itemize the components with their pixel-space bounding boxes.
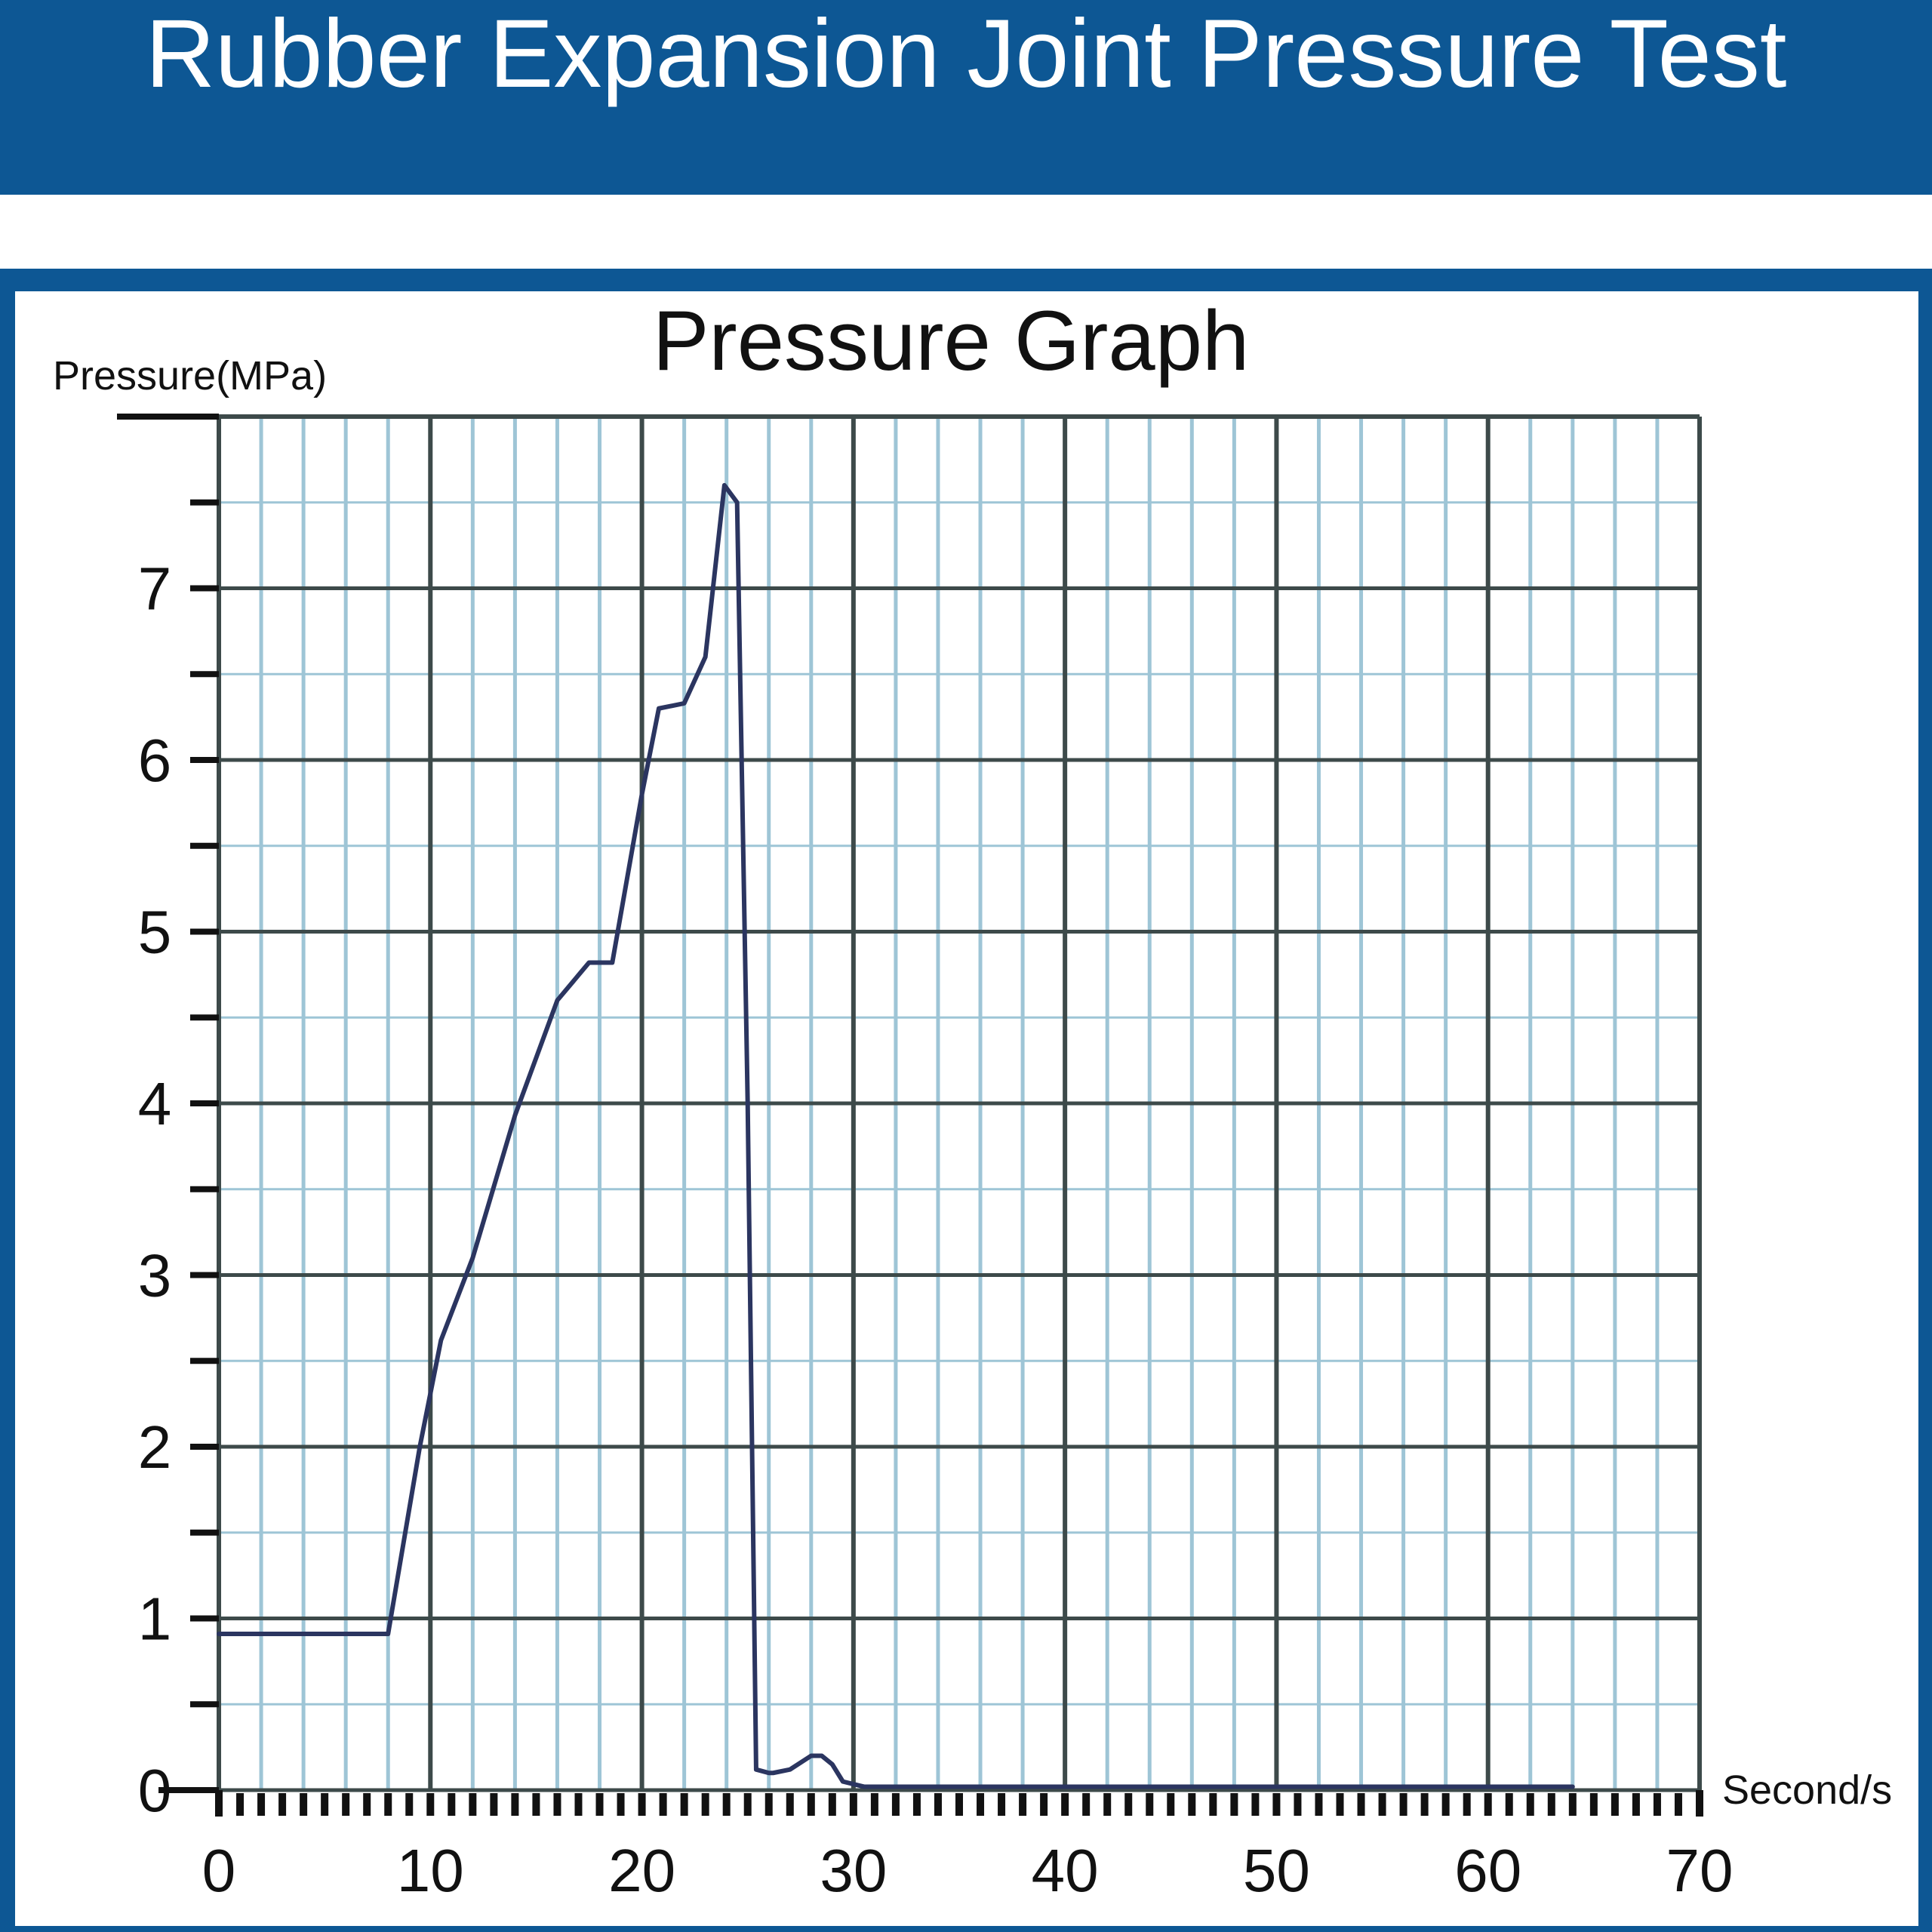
x-axis-label: Second/s — [1722, 1767, 1892, 1813]
page-title: Rubber Expansion Joint Pressure Test — [145, 0, 1787, 108]
y-tick-label: 2 — [138, 1414, 172, 1481]
pressure-series-line — [217, 483, 1575, 1789]
grid — [217, 414, 1702, 1792]
y-tick-label: 7 — [138, 555, 172, 623]
x-tick-label: 0 — [202, 1837, 236, 1904]
x-tick-label: 20 — [608, 1837, 675, 1904]
y-tick-label: 4 — [138, 1070, 172, 1137]
chart-panel-inner — [15, 291, 1918, 1926]
y-axis-label: Pressure(MPa) — [53, 353, 327, 398]
y-tick-label: 1 — [138, 1586, 172, 1653]
title-banner: Rubber Expansion Joint Pressure Test — [0, 0, 1932, 195]
x-tick-label: 10 — [397, 1837, 464, 1904]
chart-title: Pressure Graph — [653, 294, 1250, 388]
y-tick-label: 6 — [138, 727, 172, 794]
chart-panel — [0, 269, 1932, 1932]
x-tick-label: 50 — [1243, 1837, 1310, 1904]
y-tick-label: 0 — [138, 1757, 172, 1824]
axes — [117, 414, 1703, 1817]
y-tick-label: 5 — [138, 899, 172, 966]
x-tick-label: 40 — [1032, 1837, 1099, 1904]
x-tick-label: 60 — [1454, 1837, 1521, 1904]
x-tick-label: 70 — [1666, 1837, 1734, 1904]
y-tick-label: 3 — [138, 1242, 172, 1309]
x-tick-label: 30 — [820, 1837, 887, 1904]
series — [217, 483, 1575, 1789]
